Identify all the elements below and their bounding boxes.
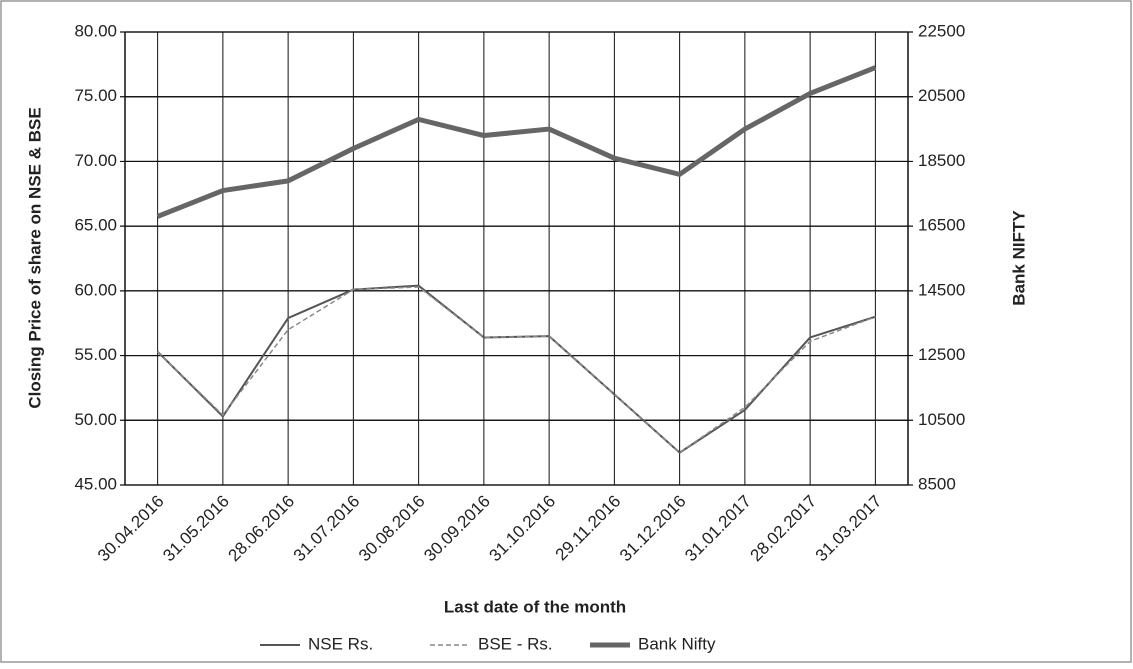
y-tick-label: 75.00	[74, 86, 117, 105]
y2-tick-label: 22500	[918, 21, 965, 40]
y-tick-label: 50.00	[74, 410, 117, 429]
y2-tick-label: 16500	[918, 216, 965, 235]
legend-label: Bank Nifty	[638, 634, 716, 653]
y2-tick-label: 12500	[918, 345, 965, 364]
x-axis-title: Last date of the month	[444, 597, 626, 616]
y-tick-label: 45.00	[74, 474, 117, 493]
y2-tick-label: 14500	[918, 280, 965, 299]
series-line	[156, 65, 877, 219]
y2-tick-label: 10500	[918, 410, 965, 429]
series-line	[157, 286, 876, 454]
y-tick-label: 65.00	[74, 216, 117, 235]
y-tick-label: 70.00	[74, 151, 117, 170]
y-tick-label: 80.00	[74, 21, 117, 40]
y2-tick-label: 20500	[918, 86, 965, 105]
y-tick-label: 60.00	[74, 280, 117, 299]
legend-label: NSE Rs.	[308, 634, 373, 653]
legend-label: BSE - Rs.	[478, 634, 553, 653]
series-line	[156, 284, 876, 454]
y2-tick-label: 8500	[918, 474, 956, 493]
y-tick-label: 55.00	[74, 345, 117, 364]
y2-tick-label: 18500	[918, 151, 965, 170]
y2-axis-title: Bank NIFTY	[1009, 210, 1028, 306]
y-axis-title: Closing Price of share on NSE & BSE	[25, 107, 44, 408]
